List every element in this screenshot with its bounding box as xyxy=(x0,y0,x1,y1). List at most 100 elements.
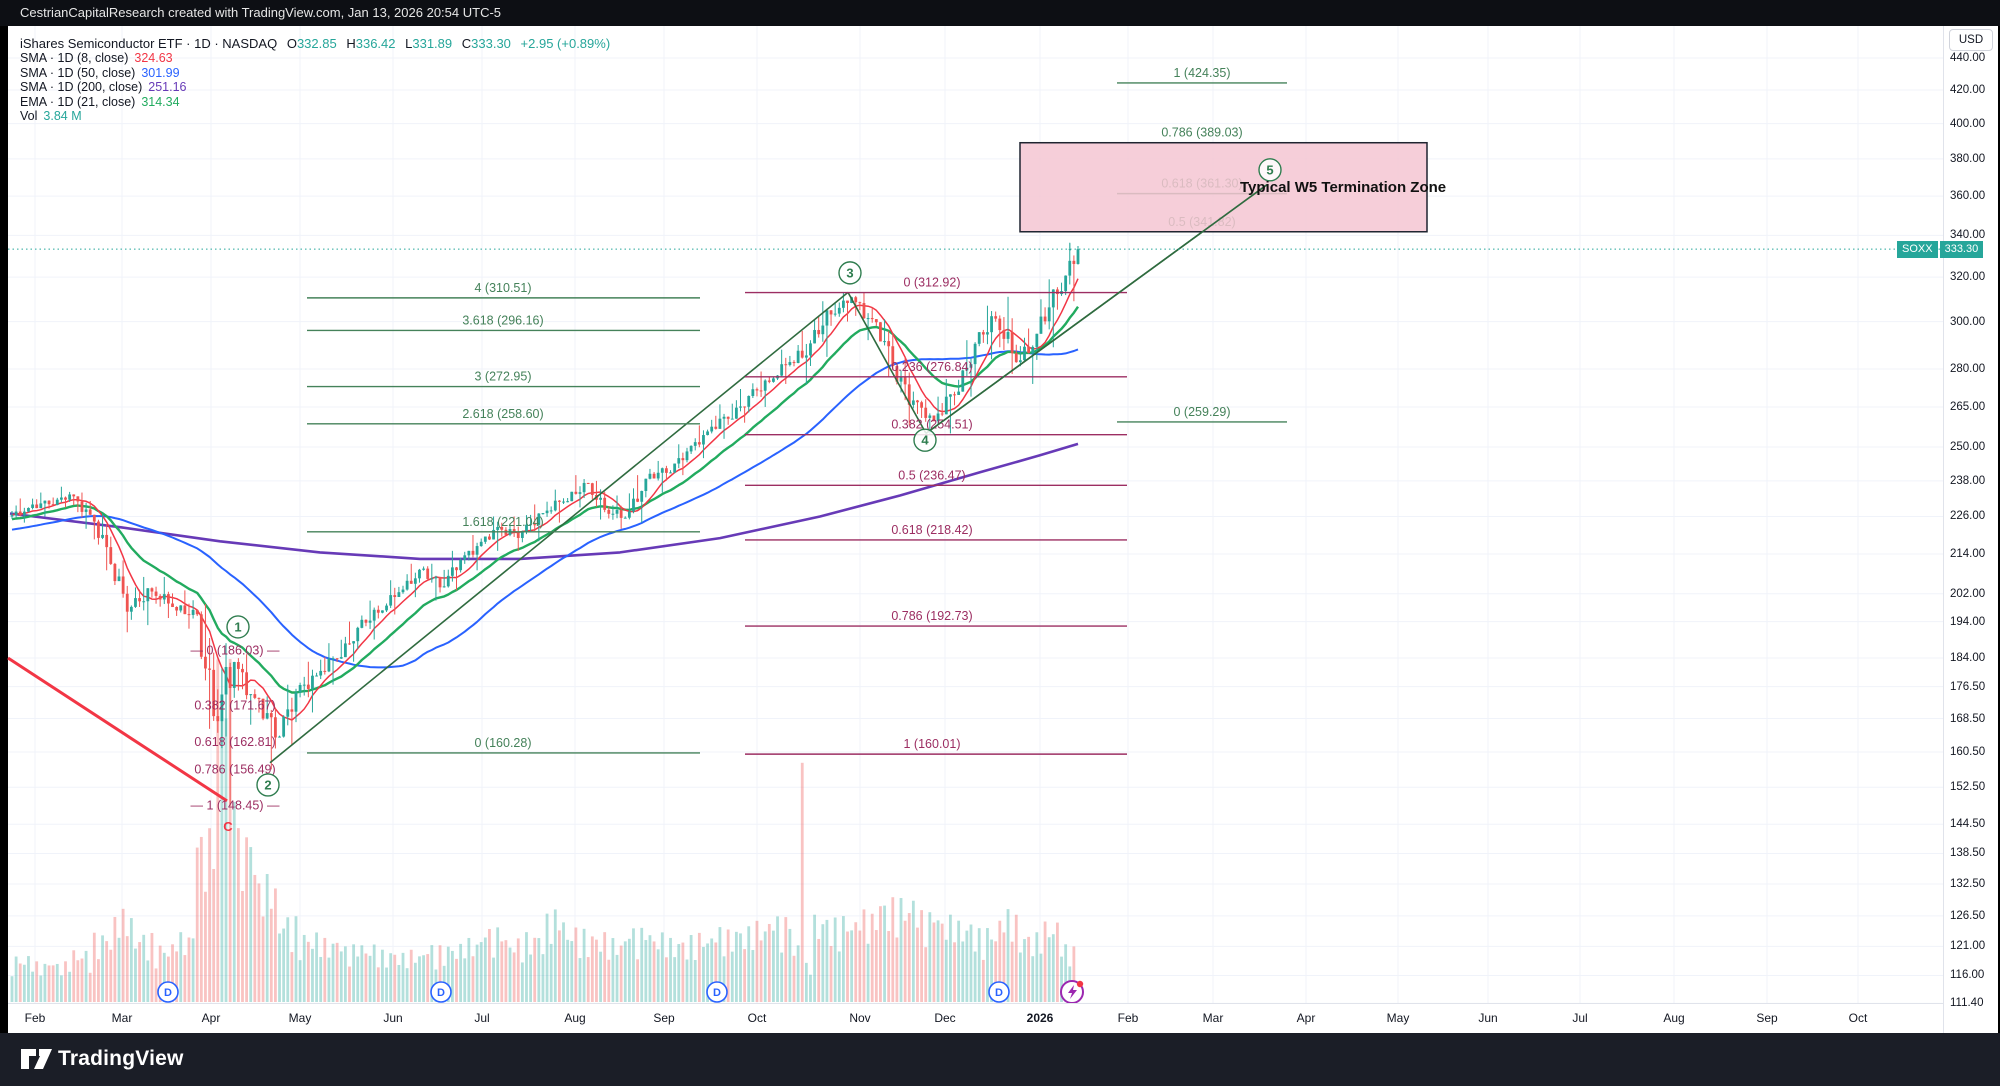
indicator-row-5[interactable]: Vol 3.84 M xyxy=(20,109,610,124)
price-tick: 238.00 xyxy=(1950,474,1986,487)
time-tick: Nov xyxy=(849,1011,871,1025)
time-tick: Dec xyxy=(934,1011,956,1025)
time-tick: Sep xyxy=(653,1011,675,1025)
dividend-marker-icon xyxy=(157,981,179,1003)
price-tick: 360.00 xyxy=(1950,190,1986,203)
time-tick: Jul xyxy=(474,1011,490,1025)
fib-label: 0.618 (218.42) xyxy=(891,523,972,537)
price-tick: 202.00 xyxy=(1950,587,1986,600)
tradingview-logo-icon[interactable] xyxy=(20,1046,54,1072)
time-tick: Oct xyxy=(1848,1011,1868,1025)
indicator-row-1[interactable]: SMA · 1D (8, close) 324.63 xyxy=(20,51,610,66)
change-value: +2.95 (+0.89%) xyxy=(520,36,611,51)
currency-chip[interactable]: USD xyxy=(1949,29,1993,51)
price-tick: 184.00 xyxy=(1950,651,1986,664)
dividend-marker-icon xyxy=(430,981,452,1003)
tradingview-brand[interactable]: TradingView xyxy=(58,1047,184,1070)
watermark-bar: CestrianCapitalResearch created with Tra… xyxy=(0,0,2000,26)
symbol-title-row[interactable]: iShares Semiconductor ETF · 1D · NASDAQ … xyxy=(20,36,610,51)
high-value: 336.42 xyxy=(355,36,396,51)
earnings-alert-dot xyxy=(1076,980,1084,988)
fib-label: 0 (312.92) xyxy=(904,276,961,290)
fib-label: 2.618 (258.60) xyxy=(462,407,543,421)
wave-circle-3 xyxy=(838,261,862,285)
indicator-value: 324.63 xyxy=(134,51,173,65)
candlestick-series xyxy=(10,242,1080,806)
time-tick: Feb xyxy=(1117,1011,1139,1025)
fib-set-wave5-extension[interactable]: 1 (424.35)0.786 (389.03)0.618 (361.30)0.… xyxy=(1117,66,1287,423)
earnings-flash-icon xyxy=(1068,985,1077,999)
wave-label-2: 2 xyxy=(264,777,271,792)
time-tick: Apr xyxy=(1296,1011,1316,1025)
wave-label-3: 3 xyxy=(846,265,853,280)
fib-set-wave3-extension[interactable]: 4 (310.51) 3.618 (296.16) 3 (272.95) 2.618 … xyxy=(307,281,700,754)
fib-label: 1.618 (221.04) xyxy=(462,515,543,529)
indicator-label: SMA · 1D (50, close) xyxy=(20,65,136,80)
open-label: O xyxy=(286,36,297,51)
time-tick: Oct xyxy=(747,1011,767,1025)
price-tick: 160.50 xyxy=(1950,746,1986,759)
time-axis[interactable]: Feb Mar Apr May Jun Jul Aug Sep Oct Nov Dec 2026 Feb… xyxy=(8,1003,1943,1034)
time-tick: Mar xyxy=(111,1011,133,1025)
wave-circle-5 xyxy=(1258,158,1282,182)
wave-label-4: 4 xyxy=(921,433,929,448)
sma8-line xyxy=(11,278,1079,721)
footer-bar: TradingView xyxy=(0,1033,2000,1086)
fib-label: 0.618 (162.81) xyxy=(194,735,275,749)
indicator-value: 251.16 xyxy=(148,80,187,95)
indicator-row-2[interactable]: SMA · 1D (50, close) 301.99 xyxy=(20,66,610,81)
fib-label: 1 (160.01) xyxy=(904,737,961,751)
dividend-marker-label: D xyxy=(164,987,172,999)
fib-set-wave1-2-retracement[interactable]: — 0 (186.03) — 0.382 (171.67) 0.618 (162.8… xyxy=(191,643,280,812)
sma200-line xyxy=(9,442,1079,561)
dividend-marker-label: D xyxy=(437,987,445,999)
time-tick: Apr xyxy=(201,1011,221,1025)
indicator-label: SMA · 1D (200, close) xyxy=(20,80,143,95)
wave-label-5: 5 xyxy=(1266,162,1273,177)
chart-panel xyxy=(8,26,1997,1033)
price-tick: 280.00 xyxy=(1950,363,1986,376)
indicator-value: 3.84 M xyxy=(43,109,82,124)
indicator-label: Vol xyxy=(20,109,38,124)
price-tick: 168.50 xyxy=(1950,712,1986,725)
time-tick: Feb xyxy=(24,1011,46,1025)
fib-label: — 1 (148.45) — xyxy=(191,799,280,813)
price-tick: 144.50 xyxy=(1950,818,1986,831)
price-tick: 121.00 xyxy=(1950,940,1986,953)
price-tick: 320.00 xyxy=(1950,271,1986,284)
wave3-4-line[interactable] xyxy=(847,292,927,434)
fib-label: 3 (272.95) xyxy=(475,370,532,384)
price-tick: 116.00 xyxy=(1950,969,1985,982)
dividend-marker-icon xyxy=(988,981,1010,1003)
elliott-wave-labels[interactable]: 1 2 3 4 5 C xyxy=(223,158,1282,834)
fib-label: 3.618 (296.16) xyxy=(462,313,543,327)
close-value: 333.30 xyxy=(471,36,511,51)
symbol-title: iShares Semiconductor ETF · 1D · NASDAQ xyxy=(20,36,278,51)
time-tick: Aug xyxy=(564,1011,586,1025)
fib-label: 0.786 (192.73) xyxy=(891,609,972,623)
price-tick: 176.50 xyxy=(1950,680,1986,693)
termination-zone-label: Typical W5 Termination Zone xyxy=(1240,178,1447,196)
indicator-row-3[interactable]: SMA · 1D (200, close) 251.16 xyxy=(20,80,610,95)
indicator-value: 314.34 xyxy=(141,94,180,109)
sma50-line xyxy=(11,348,1079,669)
wave-circle-1 xyxy=(226,615,250,639)
wave-circle-2 xyxy=(256,773,280,797)
fib-label: 0.5 (236.47) xyxy=(898,468,965,482)
downtrend-line[interactable] xyxy=(7,656,228,803)
last-price-value: 333.30 xyxy=(1939,241,1984,258)
ticker-label: SOXX xyxy=(1897,241,1938,258)
price-tick: 300.00 xyxy=(1950,315,1986,328)
price-tick: 265.00 xyxy=(1950,400,1986,413)
wave2-3-line[interactable] xyxy=(269,291,849,764)
fib-label: 0 (259.29) xyxy=(1174,405,1231,419)
price-axis[interactable]: USD 440.00 420.00 400.00 380.00 360.00 340.00… xyxy=(1943,26,1998,1033)
time-tick: Sep xyxy=(1756,1011,1778,1025)
indicator-row-4[interactable]: EMA · 1D (21, close) 314.34 xyxy=(20,95,610,110)
price-tick: 138.50 xyxy=(1950,847,1986,860)
fib-set-wave3-4-retracement[interactable]: 0 (312.92) 0.236 (276.84) 0.382 (254.51) 0.… xyxy=(745,276,1127,755)
dividend-marker-label: D xyxy=(995,987,1003,999)
price-tick: 226.00 xyxy=(1950,510,1986,523)
